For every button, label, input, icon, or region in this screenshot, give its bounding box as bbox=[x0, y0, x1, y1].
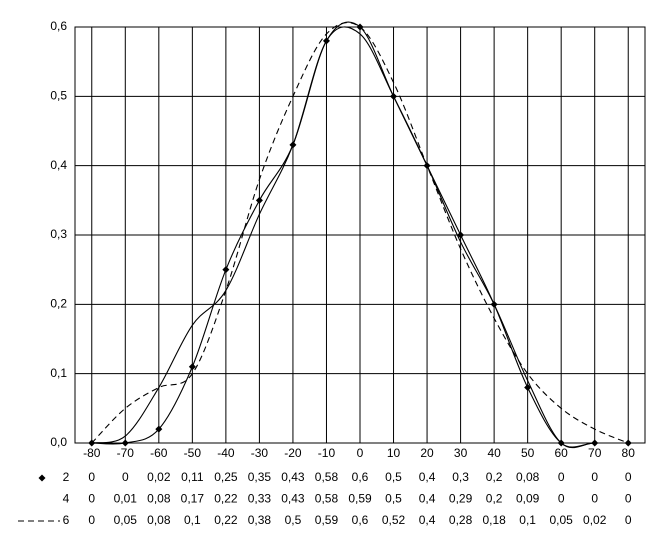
legend-label: 2 bbox=[63, 470, 70, 484]
table-value: 0,5 bbox=[385, 492, 402, 506]
table-value: 0 bbox=[558, 492, 565, 506]
table-value: 0,5 bbox=[385, 470, 402, 484]
x-tick-label: -60 bbox=[150, 446, 168, 460]
point-marker bbox=[255, 196, 263, 204]
table-value: 0,59 bbox=[315, 513, 339, 527]
legend-label: 6 bbox=[63, 513, 70, 527]
table-value: 0,35 bbox=[248, 470, 272, 484]
table-value: 0,58 bbox=[315, 470, 339, 484]
table-value: 0,6 bbox=[352, 513, 369, 527]
point-marker bbox=[222, 266, 230, 274]
table-value: 0,08 bbox=[147, 492, 171, 506]
table-value: 0,59 bbox=[348, 492, 372, 506]
y-tick-label: 0,3 bbox=[50, 227, 67, 241]
table-value: 0,02 bbox=[583, 513, 607, 527]
table-value: 0 bbox=[122, 470, 129, 484]
y-tick-label: 0,0 bbox=[50, 435, 67, 449]
x-tick-label: -50 bbox=[184, 446, 202, 460]
table-value: 0,1 bbox=[184, 513, 201, 527]
point-marker bbox=[524, 384, 532, 392]
y-tick-label: 0,4 bbox=[50, 158, 67, 172]
table-value: 0 bbox=[625, 513, 632, 527]
table-value: 0,02 bbox=[147, 470, 171, 484]
point-marker bbox=[121, 439, 129, 447]
x-tick-label: -40 bbox=[217, 446, 235, 460]
table-value: 0,3 bbox=[452, 470, 469, 484]
x-tick-label: 80 bbox=[622, 446, 636, 460]
table-value: 0,4 bbox=[419, 492, 436, 506]
table-value: 0,22 bbox=[214, 492, 238, 506]
table-value: 0,08 bbox=[516, 470, 540, 484]
point-marker bbox=[457, 231, 465, 239]
table-value: 0,01 bbox=[114, 492, 138, 506]
point-marker bbox=[188, 363, 196, 371]
table-value: 0,58 bbox=[315, 492, 339, 506]
point-marker bbox=[155, 425, 163, 433]
x-tick-label: -10 bbox=[318, 446, 336, 460]
table-value: 0,17 bbox=[181, 492, 205, 506]
table-value: 0,05 bbox=[114, 513, 138, 527]
table-value: 0,43 bbox=[281, 492, 305, 506]
x-tick-label: 40 bbox=[487, 446, 501, 460]
table-value: 0 bbox=[88, 513, 95, 527]
table-value: 0 bbox=[625, 492, 632, 506]
table-value: 0 bbox=[558, 470, 565, 484]
table-value: 0,2 bbox=[486, 492, 503, 506]
table-value: 0,22 bbox=[214, 513, 238, 527]
x-tick-label: -70 bbox=[117, 446, 135, 460]
table-value: 0,18 bbox=[482, 513, 506, 527]
table-value: 0,08 bbox=[147, 513, 171, 527]
table-value: 0,38 bbox=[248, 513, 272, 527]
series-line bbox=[91, 26, 629, 449]
table-value: 0 bbox=[88, 492, 95, 506]
legend-label: 4 bbox=[63, 492, 70, 506]
table-value: 0,25 bbox=[214, 470, 238, 484]
x-tick-label: 70 bbox=[588, 446, 602, 460]
x-tick-label: -30 bbox=[251, 446, 269, 460]
x-tick-label: 0 bbox=[357, 446, 364, 460]
x-tick-label: 50 bbox=[521, 446, 535, 460]
table-value: 0 bbox=[591, 470, 598, 484]
table-value: 0,2 bbox=[486, 470, 503, 484]
table-value: 0,43 bbox=[281, 470, 305, 484]
y-tick-label: 0,1 bbox=[50, 366, 67, 380]
table-value: 0 bbox=[591, 492, 598, 506]
y-tick-label: 0,6 bbox=[50, 19, 67, 33]
table-value: 0 bbox=[625, 470, 632, 484]
x-tick-label: 10 bbox=[387, 446, 401, 460]
table-value: 0,5 bbox=[285, 513, 302, 527]
series-line bbox=[91, 22, 629, 444]
table-value: 0,09 bbox=[516, 492, 540, 506]
table-value: 0,11 bbox=[181, 470, 204, 484]
x-tick-label: -80 bbox=[83, 446, 101, 460]
table-value: 0,1 bbox=[519, 513, 536, 527]
x-tick-label: 30 bbox=[454, 446, 468, 460]
table-value: 0,52 bbox=[382, 513, 406, 527]
table-value: 0,6 bbox=[352, 470, 369, 484]
table-value: 0,28 bbox=[449, 513, 473, 527]
legend-symbol bbox=[38, 474, 46, 482]
table-value: 0,29 bbox=[449, 492, 473, 506]
table-value: 0,4 bbox=[419, 513, 436, 527]
x-tick-label: -20 bbox=[284, 446, 302, 460]
y-tick-label: 0,2 bbox=[50, 297, 67, 311]
y-tick-label: 0,5 bbox=[50, 89, 67, 103]
table-value: 0,05 bbox=[549, 513, 573, 527]
table-value: 0,4 bbox=[419, 470, 436, 484]
table-value: 0,33 bbox=[248, 492, 272, 506]
x-tick-label: 60 bbox=[554, 446, 568, 460]
table-value: 0 bbox=[88, 470, 95, 484]
x-tick-label: 20 bbox=[420, 446, 434, 460]
